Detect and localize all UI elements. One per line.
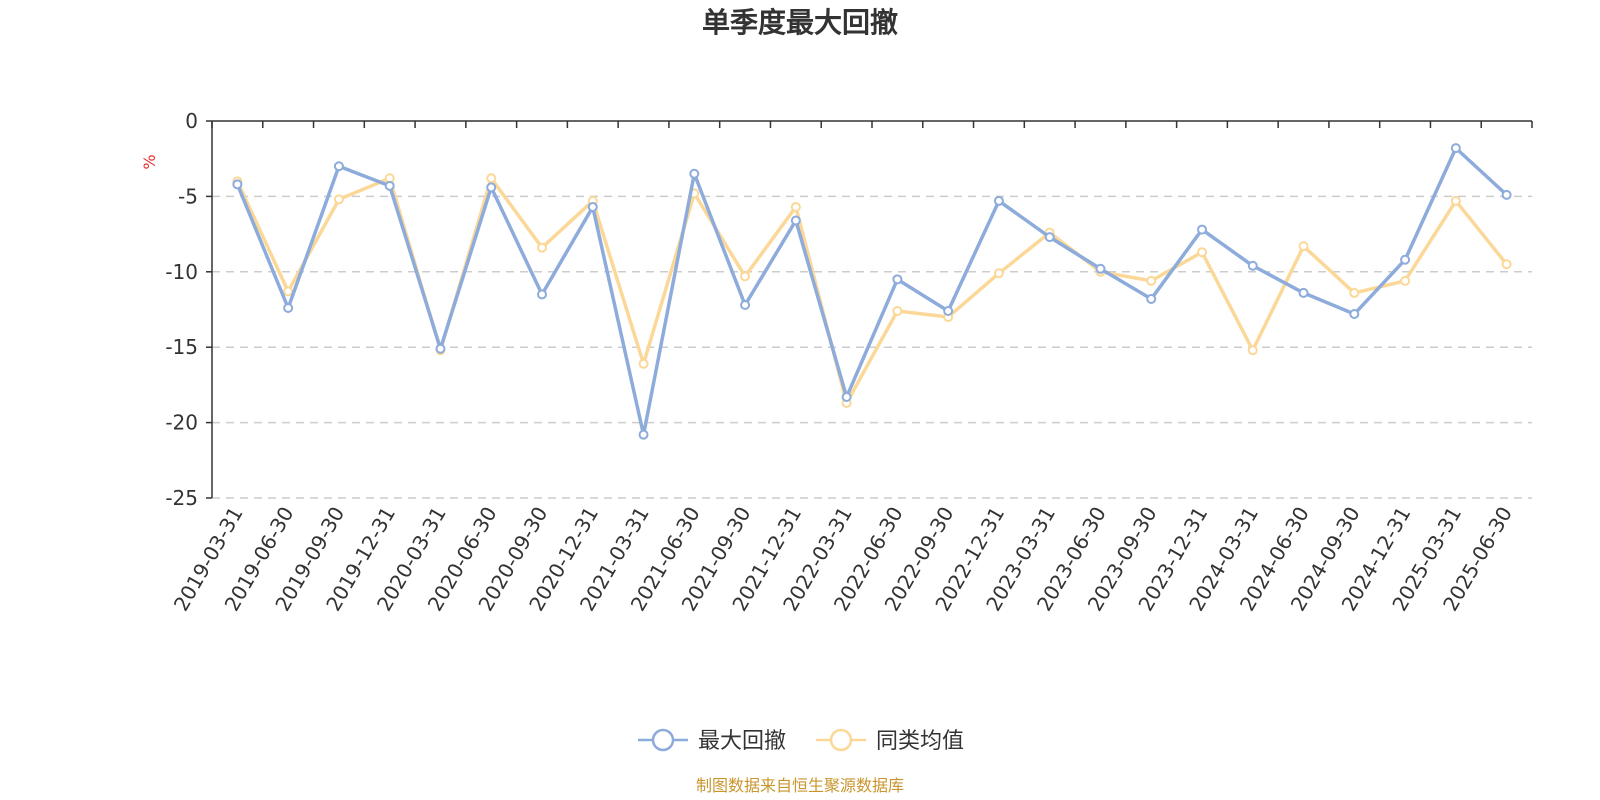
data-point[interactable] [689,168,700,179]
data-point[interactable] [1450,195,1461,206]
legend[interactable]: 最大回撤 同类均值 [638,728,964,754]
data-point[interactable] [537,242,547,253]
data-point[interactable] [740,299,751,310]
axes [206,120,1533,499]
series-1 [232,173,1512,408]
data-point[interactable] [1095,263,1106,274]
y-axis-unit: % [140,154,159,169]
series-lines [232,143,1512,440]
data-point[interactable] [486,173,497,184]
data-point[interactable] [333,194,344,205]
data-point[interactable] [1197,224,1207,235]
y-tick-label: -20 [165,411,198,435]
series-0 [232,143,1512,440]
data-point[interactable] [638,429,649,440]
data-point[interactable] [1450,143,1461,154]
data-point[interactable] [1501,189,1512,200]
data-point[interactable] [1044,232,1055,243]
y-tick-label: -25 [165,486,198,510]
legend-marker [829,728,853,752]
data-point[interactable] [435,343,446,354]
data-point[interactable] [587,201,598,212]
data-point[interactable] [1146,275,1157,286]
data-point[interactable] [232,179,243,190]
data-point[interactable] [638,358,649,369]
data-point[interactable] [943,306,954,317]
data-point[interactable] [841,391,852,402]
legend-label: 同类均值 [876,729,964,754]
legend-item-1[interactable]: 同类均值 [816,728,964,754]
chart-title: 单季度最大回撤 [702,6,898,39]
data-point[interactable] [892,306,903,317]
x-tick-labels: 2019-03-312019-06-302019-09-302019-12-31… [169,502,1517,615]
data-point[interactable] [790,201,801,212]
data-point[interactable] [283,286,294,297]
data-point[interactable] [740,271,751,282]
y-tick-label: -10 [165,260,198,284]
data-point[interactable] [1146,293,1157,304]
y-tick-label: -15 [165,335,198,359]
legend-label: 最大回撤 [698,729,786,754]
legend-item-0[interactable]: 最大回撤 [638,728,786,754]
data-point[interactable] [384,180,395,191]
data-point[interactable] [1349,309,1360,320]
data-point[interactable] [1247,345,1258,356]
data-point[interactable] [790,215,801,226]
data-point[interactable] [333,161,344,172]
data-point[interactable] [1298,241,1309,252]
data-point[interactable] [1247,260,1258,271]
data-point[interactable] [993,195,1004,206]
series-line [235,176,1508,405]
data-point[interactable] [1400,275,1411,286]
data-point[interactable] [537,289,547,300]
data-point[interactable] [1501,259,1512,270]
y-tick-label: 0 [185,109,198,133]
grid-lines [212,195,1532,499]
data-point[interactable] [993,268,1004,279]
data-point[interactable] [1400,254,1411,265]
data-point[interactable] [283,302,294,313]
y-tick-label: -5 [178,184,198,208]
data-point[interactable] [1298,287,1309,298]
source-note: 制图数据来自恒生聚源数据库 [696,776,904,795]
series-line [235,146,1508,437]
y-tick-labels: 0 -5 -10 -15 -20 -25 [165,109,198,510]
data-point[interactable] [1349,287,1360,298]
data-point[interactable] [892,274,903,285]
data-point[interactable] [486,182,497,193]
legend-marker [651,728,675,752]
data-point[interactable] [1197,247,1207,258]
